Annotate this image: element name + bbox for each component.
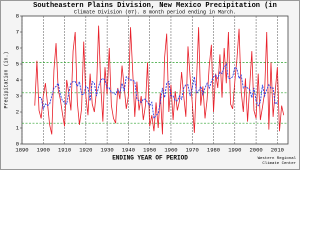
y-tick-label: 0 <box>16 140 19 147</box>
x-tick-label: 1990 <box>228 146 241 153</box>
x-tick-label: 1970 <box>186 146 199 153</box>
x-tick-label: 1980 <box>207 146 220 153</box>
y-tick-label: 3 <box>16 92 19 99</box>
chart: Southeastern Plains Division, New Mexico… <box>0 0 300 170</box>
x-tick-label: 1940 <box>122 146 135 153</box>
y-tick-label: 8 <box>16 12 19 19</box>
plot-area <box>21 15 289 145</box>
chart-title: Southeastern Plains Division, New Mexico… <box>33 2 277 10</box>
x-tick-label: 1960 <box>164 146 177 153</box>
y-tick-label: 4 <box>16 76 20 83</box>
chart-subtitle: Climate Division (07). 8 month period en… <box>74 9 236 15</box>
x-tick-label: 1910 <box>58 146 71 153</box>
y-tick-label: 6 <box>16 44 19 51</box>
y-tick-label: 7 <box>16 28 19 35</box>
x-tick-label: 1950 <box>143 146 156 153</box>
y-tick-label: 2 <box>16 108 19 115</box>
series-line <box>34 25 285 135</box>
credit: Climate Center <box>262 161 296 166</box>
x-tick-label: 2000 <box>249 146 262 153</box>
x-tick-label: 1930 <box>101 146 114 153</box>
y-axis-label: Precipitation (in.) <box>3 51 9 108</box>
series-line <box>39 62 278 120</box>
x-tick-label: 1890 <box>15 146 28 153</box>
x-tick-label: 1900 <box>37 146 50 153</box>
y-tick-label: 1 <box>16 124 20 131</box>
x-axis-label: ENDING YEAR OF PERIOD <box>112 155 188 162</box>
y-tick-label: 5 <box>16 60 19 67</box>
x-tick-label: 1920 <box>79 146 92 153</box>
page: {"chart_data": {"type": "line", "title":… <box>0 0 300 170</box>
x-tick-label: 2010 <box>271 146 284 153</box>
credit: Western Regional <box>258 156 297 161</box>
